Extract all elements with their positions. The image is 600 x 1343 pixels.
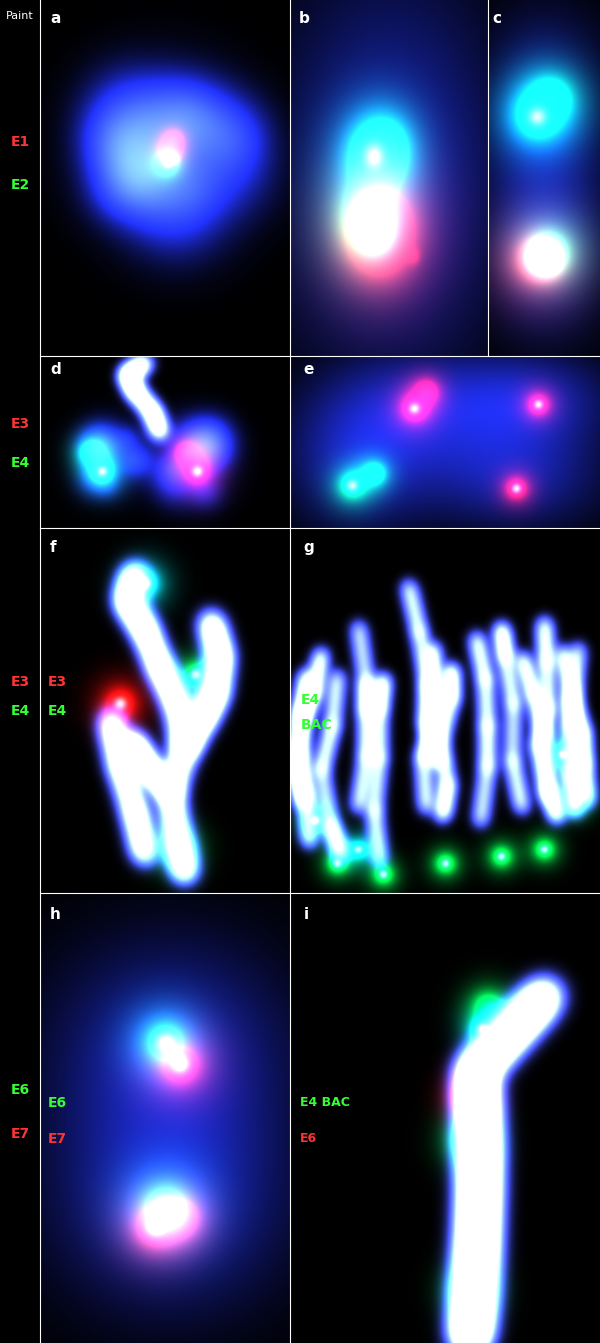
Text: f: f — [50, 540, 56, 555]
Text: E4: E4 — [10, 457, 29, 470]
Text: E4: E4 — [47, 704, 67, 717]
Text: E4 BAC: E4 BAC — [300, 1096, 350, 1109]
Text: Paint: Paint — [6, 11, 34, 20]
Text: BAC: BAC — [300, 719, 332, 732]
Text: E7: E7 — [47, 1132, 67, 1146]
Text: E1: E1 — [10, 136, 29, 149]
Text: E3: E3 — [47, 674, 67, 689]
Text: E3: E3 — [10, 416, 29, 431]
Text: d: d — [50, 363, 61, 377]
Text: E4: E4 — [300, 693, 320, 706]
Text: E6: E6 — [10, 1082, 29, 1097]
Text: e: e — [304, 363, 314, 377]
Text: g: g — [304, 540, 314, 555]
Text: E3: E3 — [10, 674, 29, 689]
Text: b: b — [299, 11, 310, 26]
Text: E4: E4 — [10, 704, 29, 717]
Text: E6: E6 — [47, 1096, 67, 1111]
Text: E2: E2 — [10, 179, 29, 192]
Text: E7: E7 — [10, 1128, 29, 1142]
Text: E6: E6 — [300, 1132, 317, 1146]
Text: i: i — [304, 908, 308, 923]
Text: c: c — [493, 11, 502, 26]
Text: h: h — [50, 908, 61, 923]
Text: a: a — [50, 11, 61, 26]
